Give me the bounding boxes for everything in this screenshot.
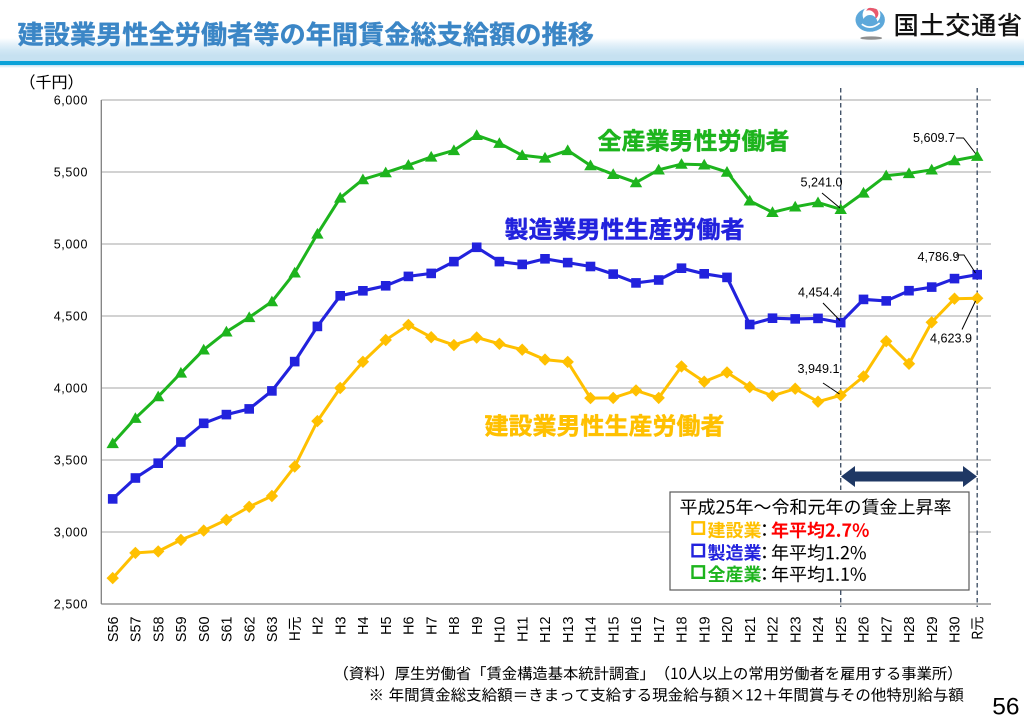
svg-text:S61: S61 <box>220 617 236 643</box>
svg-text:H16: H16 <box>629 617 645 643</box>
svg-text:4,623.9: 4,623.9 <box>930 332 972 346</box>
svg-text:3,000: 3,000 <box>54 525 88 539</box>
svg-text:H22: H22 <box>766 617 782 643</box>
svg-text:4,500: 4,500 <box>54 309 88 323</box>
svg-text:2,500: 2,500 <box>54 597 88 611</box>
svg-text:H27: H27 <box>879 617 895 643</box>
svg-text:H28: H28 <box>902 617 918 643</box>
svg-text:H24: H24 <box>811 617 827 643</box>
svg-text:H9: H9 <box>470 617 486 635</box>
svg-text:4,454.4: 4,454.4 <box>798 286 840 300</box>
svg-text:56: 56 <box>992 694 1019 721</box>
svg-text:H19: H19 <box>697 617 713 643</box>
svg-text:S56: S56 <box>106 617 122 643</box>
svg-text:H21: H21 <box>743 617 759 643</box>
svg-text:H17: H17 <box>652 617 668 643</box>
svg-text:H25: H25 <box>834 617 850 643</box>
svg-text:H12: H12 <box>538 617 554 643</box>
svg-text:H2: H2 <box>311 617 327 635</box>
svg-text:H29: H29 <box>925 617 941 643</box>
svg-text:H3: H3 <box>333 617 349 635</box>
svg-text:3,949.1: 3,949.1 <box>797 362 839 376</box>
svg-text:H11: H11 <box>515 617 531 642</box>
svg-text:H10: H10 <box>493 617 509 643</box>
svg-text:S57: S57 <box>129 617 145 643</box>
svg-text:S60: S60 <box>197 617 213 643</box>
svg-text:5,609.7: 5,609.7 <box>913 131 955 145</box>
svg-text:H15: H15 <box>606 617 622 643</box>
svg-text:S63: S63 <box>265 617 281 643</box>
svg-text:H7: H7 <box>424 617 440 635</box>
svg-text:3,500: 3,500 <box>54 453 88 467</box>
svg-text:6,000: 6,000 <box>54 93 88 107</box>
svg-text:S59: S59 <box>174 617 190 643</box>
svg-text:H20: H20 <box>720 617 736 643</box>
svg-text:H30: H30 <box>948 617 964 643</box>
svg-text:5,241.0: 5,241.0 <box>800 176 842 190</box>
svg-text:5,000: 5,000 <box>54 237 88 251</box>
svg-text:H5: H5 <box>379 617 395 635</box>
svg-text:H13: H13 <box>561 617 577 643</box>
svg-text:H8: H8 <box>447 617 463 635</box>
svg-text:H26: H26 <box>857 617 873 643</box>
svg-text:H23: H23 <box>788 617 804 643</box>
svg-text:5,500: 5,500 <box>54 165 88 179</box>
svg-text:S58: S58 <box>151 617 167 643</box>
svg-text:H18: H18 <box>675 617 691 643</box>
svg-text:4,000: 4,000 <box>54 381 88 395</box>
svg-text:H4: H4 <box>356 617 372 635</box>
svg-text:H14: H14 <box>584 617 600 643</box>
svg-text:S62: S62 <box>242 617 258 643</box>
svg-text:4,786.9: 4,786.9 <box>917 250 959 264</box>
svg-text:H6: H6 <box>402 617 418 635</box>
